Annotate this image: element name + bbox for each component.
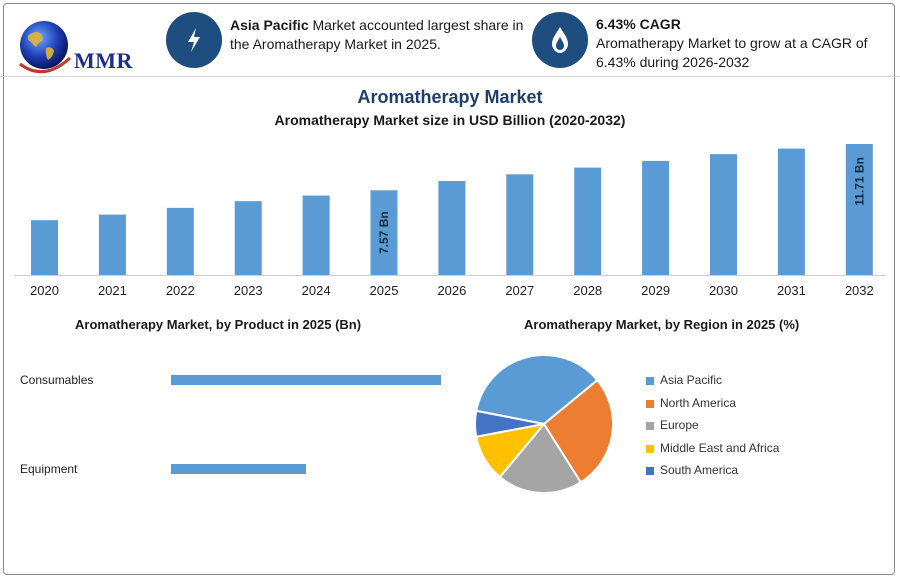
cagr-badge [532, 12, 588, 68]
bar-2022 [166, 207, 194, 275]
bar-2027 [506, 174, 534, 275]
info-card-cagr: 6.43% CAGR Aromatherapy Market to grow a… [596, 15, 886, 72]
product-bar-chart: Consumables Equipment [0, 340, 460, 500]
chart-subtitle: Aromatherapy Market size in USD Billion … [274, 112, 626, 128]
region-pie-chart [474, 354, 614, 494]
market-size-bar-chart: 2020 2021 2022 2023 2024 2025 7.57 Bn 2026 2027 2… [14, 144, 886, 298]
product-label-consumables: Consumables [20, 373, 94, 387]
page-title: Aromatherapy Market [357, 87, 543, 107]
infographic-frame [3, 3, 895, 575]
x-tick-2031: 2031 [777, 283, 806, 298]
bar-2028 [574, 167, 602, 275]
x-tick-2025: 2025 [370, 283, 399, 298]
x-tick-2020: 2020 [30, 283, 59, 298]
legend-swatch [646, 445, 654, 453]
pie-slice-asia-pacific [475, 354, 599, 426]
legend-label: Middle East and Africa [660, 441, 780, 455]
x-tick-2030: 2030 [709, 283, 738, 298]
x-tick-2021: 2021 [98, 283, 127, 298]
bar-2026 [438, 181, 466, 275]
cagr-value: 6.43% CAGR [596, 16, 681, 32]
info-card-asia-pacific: Asia Pacific Market accounted largest sh… [230, 16, 530, 54]
bar-2021 [98, 214, 126, 275]
bar-2029 [642, 160, 670, 275]
x-tick-2029: 2029 [641, 283, 670, 298]
product-bar-equipment [171, 464, 306, 474]
product-bar-consumables [171, 375, 441, 385]
header-divider [0, 76, 900, 77]
data-label-2025: 7.57 Bn [377, 211, 391, 254]
legend-swatch [646, 467, 654, 475]
info-card-1-bold: Asia Pacific [230, 17, 309, 33]
bar-2024 [302, 195, 330, 275]
legend-swatch [646, 377, 654, 385]
bar-2025 [370, 190, 398, 275]
x-tick-2027: 2027 [505, 283, 534, 298]
globe-icon [19, 21, 72, 74]
x-tick-2024: 2024 [302, 283, 331, 298]
flame-drop-icon [552, 27, 568, 53]
lightning-badge [166, 12, 222, 68]
pie-slice-north-america [542, 378, 614, 484]
data-label-2032: 11.71 Bn [852, 157, 866, 206]
pie-slice-south-america [474, 409, 545, 438]
x-tick-2032: 2032 [845, 283, 874, 298]
cagr-text: Aromatherapy Market to grow at a CAGR of… [596, 35, 868, 70]
bar-2032 [845, 144, 873, 275]
x-tick-2023: 2023 [234, 283, 263, 298]
bar-2030 [710, 154, 737, 275]
pie-slice-europe [498, 422, 583, 494]
info-card-1-text: Market accounted largest share in the Ar… [230, 17, 524, 52]
lightning-bolt-icon [188, 28, 200, 52]
legend-swatch [646, 400, 654, 408]
legend-label: South America [660, 463, 739, 477]
legend-label: North America [660, 396, 737, 410]
logo-text: MMR [74, 48, 133, 73]
product-label-equipment: Equipment [20, 462, 78, 476]
region-chart-title: Aromatherapy Market, by Region in 2025 (… [524, 317, 800, 332]
legend-label: Europe [660, 418, 699, 432]
bar-2020 [31, 220, 58, 275]
bar-2023 [234, 201, 262, 275]
x-tick-2028: 2028 [573, 283, 602, 298]
product-chart-title: Aromatherapy Market, by Product in 2025 … [75, 317, 362, 332]
x-tick-2022: 2022 [166, 283, 195, 298]
mmr-logo: MMR [16, 18, 146, 78]
legend-label: Asia Pacific [660, 373, 723, 387]
bar-2031 [777, 148, 805, 275]
legend-swatch [646, 422, 654, 430]
x-tick-2026: 2026 [437, 283, 466, 298]
